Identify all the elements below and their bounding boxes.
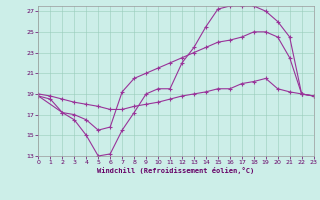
- X-axis label: Windchill (Refroidissement éolien,°C): Windchill (Refroidissement éolien,°C): [97, 167, 255, 174]
